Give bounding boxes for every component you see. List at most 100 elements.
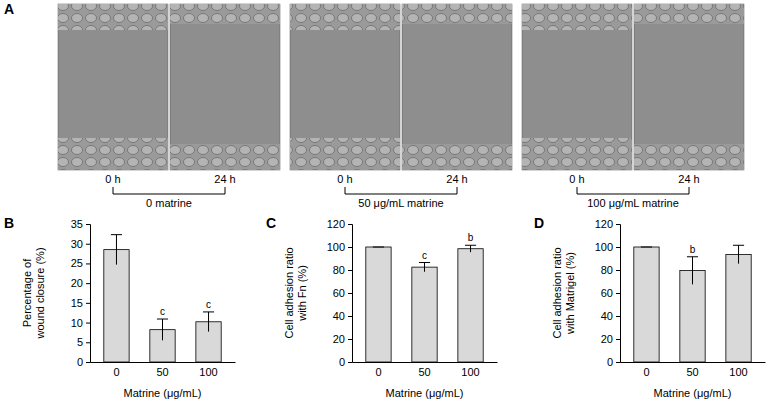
tick-mark [348,224,352,225]
micrograph [634,4,744,170]
tick-label: 50 [418,366,430,378]
x-tick: 100 [729,362,747,378]
y-axis-title: with Matrigel (%) [564,252,576,335]
plot-area [104,235,221,362]
tick-mark [86,303,90,304]
tick-mark [348,293,352,294]
tick-mark [348,339,352,340]
time-label: 24 h [678,173,699,185]
plot-area [634,245,751,362]
tick-label: 120 [595,218,613,230]
cell-layer [170,144,280,170]
time-label: 0 h [337,173,352,185]
axis-line [86,225,91,363]
y-tick: 0 [339,356,352,368]
y-tick: 20 [71,277,90,289]
y-tick: 100 [595,241,620,253]
tick-label: 10 [71,317,83,329]
error-bar [203,312,214,332]
time-label: 0 h [105,173,120,185]
y-axis-title: Percentage of [21,258,33,327]
x-tick: 0 [375,362,381,378]
y-axis-title: Cell adhesion ratio [551,247,563,338]
y-tick: 0 [607,356,620,368]
cell-layer [522,4,632,30]
y-tick: 40 [333,310,352,322]
y-axis-title: wound closure (%) [34,247,46,339]
bar [458,249,483,362]
tick-label: 100 [461,366,479,378]
significance-label: b [468,232,474,243]
cell-layer [58,4,168,30]
bar-chart: Bcc05101520253035050100Matrine (μg/mL)Pe… [4,215,236,399]
micrograph [522,4,632,170]
x-axis: 0 50 100 [91,362,236,378]
y-tick: 40 [601,310,620,322]
micrograph [402,4,512,170]
tick-mark [86,263,90,264]
bar [634,247,659,362]
tick-mark [86,323,90,324]
tick-label: 20 [601,333,613,345]
tick-label: 20 [71,277,83,289]
plot-area [366,245,483,362]
axis-line [616,225,621,363]
error-bar [641,247,652,248]
error-bar [733,245,744,263]
y-tick: 0 [77,356,90,368]
tick-mark [86,283,90,284]
tick-label: 0 [643,366,649,378]
tick-label: 25 [71,257,83,269]
time-label: 0 h [569,173,584,185]
error-bar [111,235,122,265]
tick-label: 60 [601,287,613,299]
y-tick: 35 [71,218,90,230]
y-tick: 120 [595,218,620,230]
tick-label: 30 [71,238,83,250]
bar [412,267,437,362]
panel-label: B [4,215,14,231]
x-tick: 50 [686,362,698,378]
tick-mark [348,270,352,271]
x-axis-title: Matrine (μg/mL) [124,387,202,399]
significance-label: b [690,244,696,255]
tick-mark [616,270,620,271]
tick-mark [86,362,90,363]
tick-mark [616,362,620,363]
axis-line [348,225,353,363]
tick-mark [616,247,620,248]
tick-mark [616,339,620,340]
tick-label: 60 [333,287,345,299]
micrograph [58,4,168,170]
y-axis-title: Cell adhesion ratio [283,247,295,338]
micrograph [170,4,280,170]
tick-label: 0 [77,356,83,368]
cell-layer [290,138,400,170]
x-tick: 100 [199,362,217,378]
bar [726,254,751,362]
tick-label: 120 [327,218,345,230]
error-bar [419,263,430,272]
tick-label: 5 [77,336,83,348]
tick-mark [616,316,620,317]
error-bar [465,245,476,252]
x-tick: 0 [113,362,119,378]
tick-label: 100 [595,241,613,253]
bar [366,247,391,362]
panel-label: D [534,215,544,231]
y-axis: 020406080100120 [595,218,621,368]
tick-label: 40 [333,310,345,322]
group-label: 100 μg/mL matrine [587,197,679,209]
cell-layer [634,4,744,24]
cell-layer [402,144,512,170]
time-label: 24 h [446,173,467,185]
tick-label: 0 [113,366,119,378]
bracket [113,187,225,194]
tick-label: 0 [375,366,381,378]
y-tick: 60 [601,287,620,299]
cell-layer [290,4,400,30]
y-tick: 20 [333,333,352,345]
y-tick: 60 [333,287,352,299]
axis-line [621,362,766,363]
tick-label: 50 [156,366,168,378]
